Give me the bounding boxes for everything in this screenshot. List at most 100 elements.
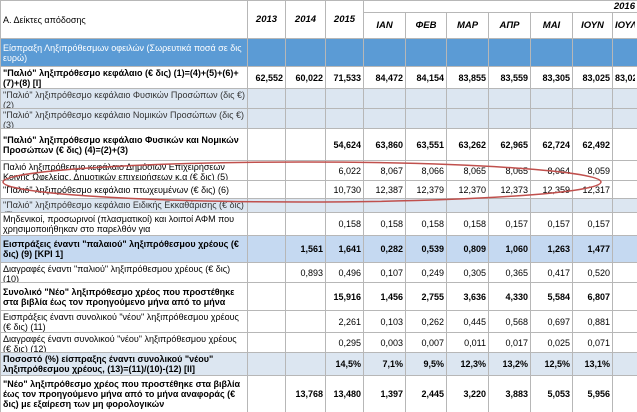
value-cell: 0,282 xyxy=(363,235,406,263)
cell-value: 0,025 xyxy=(547,337,570,348)
value-cell xyxy=(612,352,637,376)
table-title: Α. Δείκτες απόδοσης xyxy=(3,14,86,25)
cell-value: 0,697 xyxy=(547,316,570,327)
value-cell: 0,697 xyxy=(530,310,573,333)
value-cell xyxy=(446,108,489,129)
value-cell: 0,520 xyxy=(572,262,613,283)
value-cell: 62,965 xyxy=(488,128,531,161)
value-cell xyxy=(247,235,286,263)
value-cell: 83,025 xyxy=(612,66,637,89)
value-cell: 0,158 xyxy=(405,212,447,236)
value-cell: 0,305 xyxy=(446,262,489,283)
row-label: Εισπράξεις έναντι συνολικού "νέου" ληξιπ… xyxy=(3,311,239,332)
label-cell: Μηδενικοί, προσωρινοί (πλασματικοί) και … xyxy=(0,212,248,236)
value-cell: 12,379 xyxy=(405,180,447,199)
value-cell: 13,2% xyxy=(488,352,531,376)
row-label: Μηδενικοί, προσωρινοί (πλασματικοί) και … xyxy=(3,214,235,234)
cell-value: 62,552 xyxy=(255,72,283,83)
month-header: ΙΟΥΛ xyxy=(615,20,635,31)
year-header: 2014 xyxy=(294,14,317,25)
value-cell: 5,956 xyxy=(572,375,613,412)
value-cell: 0,157 xyxy=(572,212,613,236)
value-cell xyxy=(285,38,326,67)
value-cell xyxy=(488,198,531,213)
value-cell xyxy=(363,38,406,67)
value-cell xyxy=(612,128,637,161)
cell-value: 0,007 xyxy=(421,337,444,348)
value-cell: 9,5% xyxy=(405,352,447,376)
value-cell xyxy=(325,198,364,213)
cell-value: 2,445 xyxy=(421,389,444,399)
year-header: 2013 xyxy=(255,14,278,25)
row-label: Είσπραξη Ληξιπρόθεσμων οφειλών (Σωρευτικ… xyxy=(3,42,242,63)
cell-value: 8,067 xyxy=(380,165,403,176)
label-cell: Διαγραφές έναντι συνολικού "νέου" ληξιπρ… xyxy=(0,332,248,353)
value-cell: 0,017 xyxy=(488,332,531,353)
value-cell: 83,025 xyxy=(572,66,613,89)
cell-value: 62,965 xyxy=(500,139,528,150)
value-cell: 12,387 xyxy=(363,180,406,199)
month-header: ΜΑΡ xyxy=(456,20,479,31)
value-cell: 12,3% xyxy=(446,352,489,376)
cell-value: 8,064 xyxy=(547,165,570,176)
header-cell: Α. Δείκτες απόδοσης xyxy=(0,0,248,39)
table-row: "Παλιό" ληξιπρόθεσμο κεφάλαιο Νομικών Πρ… xyxy=(0,108,637,129)
header-cell: ΜΑΡ xyxy=(446,12,489,39)
value-cell xyxy=(530,108,573,129)
value-cell xyxy=(405,108,447,129)
value-cell: 10,730 xyxy=(325,180,364,199)
value-cell: 8,066 xyxy=(405,160,447,181)
cell-value: 0,017 xyxy=(505,337,528,348)
value-cell xyxy=(405,38,447,67)
value-cell: 0,539 xyxy=(405,235,447,263)
label-cell: "Παλιό" ληξιπρόθεσμο κεφάλαιο Φυσικών Πρ… xyxy=(0,88,248,109)
value-cell xyxy=(572,88,613,109)
value-cell xyxy=(612,262,637,283)
value-cell: 0,262 xyxy=(405,310,447,333)
value-cell: 2,755 xyxy=(405,282,447,311)
cell-value: 0,539 xyxy=(421,244,444,254)
value-cell xyxy=(285,310,326,333)
cell-value: 0,365 xyxy=(505,267,528,278)
value-cell xyxy=(612,198,637,213)
value-cell: 2,445 xyxy=(405,375,447,412)
cell-value: 12,379 xyxy=(416,184,444,195)
value-cell: 12,317 xyxy=(572,180,613,199)
value-cell: 0,158 xyxy=(325,212,364,236)
cell-value: 5,053 xyxy=(547,389,570,399)
value-cell xyxy=(247,262,286,283)
table-row: "Παλιό" ληξιπρόθεσμο κεφάλαιο πτωχευμένω… xyxy=(0,180,637,199)
cell-value: 4,330 xyxy=(505,291,528,302)
cell-value: 0,496 xyxy=(338,267,361,278)
cell-value: 1,397 xyxy=(380,389,403,399)
cell-value: 0,158 xyxy=(338,219,361,229)
value-cell xyxy=(405,198,447,213)
value-cell: 13,480 xyxy=(325,375,364,412)
value-cell xyxy=(446,88,489,109)
cell-value: 0,003 xyxy=(380,337,403,348)
cell-value: 3,636 xyxy=(463,291,486,302)
value-cell xyxy=(572,198,613,213)
value-cell xyxy=(530,198,573,213)
value-cell xyxy=(612,180,637,199)
value-cell: 62,724 xyxy=(530,128,573,161)
value-cell: 0,445 xyxy=(446,310,489,333)
cell-value: 63,860 xyxy=(375,139,403,150)
value-cell: 0,071 xyxy=(572,332,613,353)
row-label: "Παλιό" ληξιπρόθεσμο κεφάλαιο Φυσικών κα… xyxy=(3,134,239,155)
header-cell: ΜΑΪ xyxy=(530,12,573,39)
header-cell: ΑΠΡ xyxy=(488,12,531,39)
value-cell xyxy=(247,128,286,161)
value-cell xyxy=(285,160,326,181)
table-row: Παλιό ληξιπρόθεσμο κεφάλαιο Δημόσιων Επι… xyxy=(0,160,637,181)
cell-value: 83,025 xyxy=(615,72,635,83)
row-label: Συνολικό "Νέο" ληξιπρόθεσμο χρέος που πρ… xyxy=(3,286,235,307)
cell-value: 0,295 xyxy=(338,337,361,348)
value-cell: 6,807 xyxy=(572,282,613,311)
cell-value: 63,551 xyxy=(416,139,444,150)
cell-value: 13,480 xyxy=(333,389,361,399)
value-cell: 8,059 xyxy=(572,160,613,181)
value-cell xyxy=(363,88,406,109)
